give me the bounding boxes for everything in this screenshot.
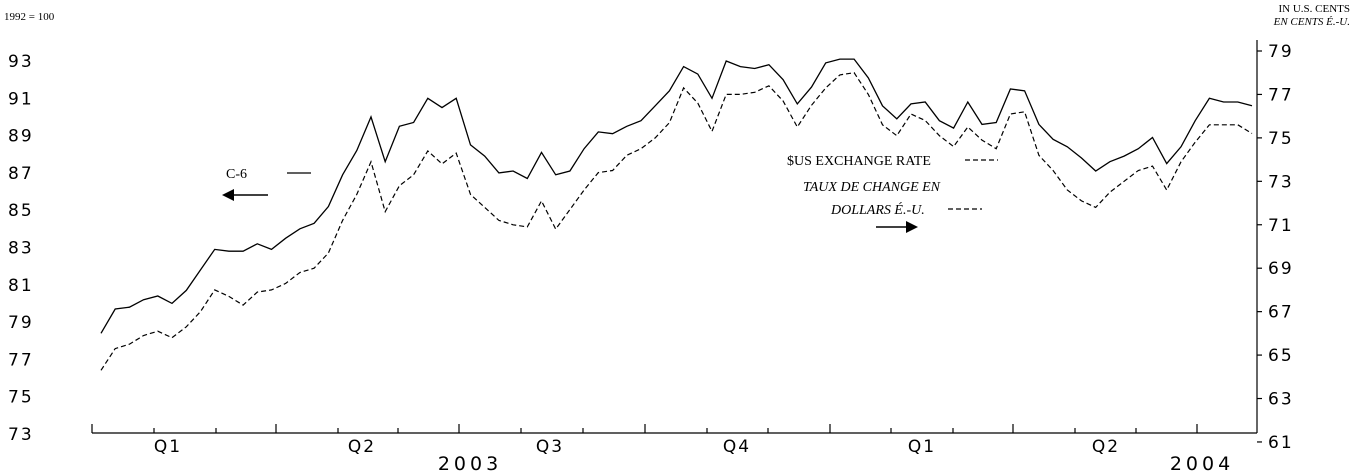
quarter-label-q1-2004: Q1	[908, 437, 936, 457]
right-tick-label: 63	[1268, 390, 1294, 410]
quarter-label-q4-2003: Q4	[723, 437, 751, 457]
year-label-2004: 2004	[1170, 453, 1234, 474]
x-axis-ticks	[91, 424, 1198, 433]
left-tick-label: 85	[8, 201, 34, 221]
left-tick-label: 87	[8, 164, 34, 184]
left-tick-label: 93	[8, 52, 34, 72]
left-tick-label: 77	[8, 350, 34, 370]
quarter-label-q2-2003: Q2	[348, 437, 376, 457]
right-tick-label: 73	[1268, 172, 1294, 192]
legend-label-c6: C-6	[226, 167, 247, 182]
right-tick-label: 75	[1268, 129, 1294, 149]
left-tick-labels: 93 91 89 87 85 83 81 79 77 75 73	[8, 52, 34, 445]
right-tick-label: 67	[1268, 303, 1294, 323]
right-tick-label: 61	[1268, 433, 1294, 453]
left-tick-label: 83	[8, 239, 34, 259]
right-tick-label: 65	[1268, 346, 1294, 366]
left-tick-label: 89	[8, 127, 34, 147]
left-tick-label: 81	[8, 276, 34, 296]
left-unit-label: 1992 = 100	[4, 11, 55, 23]
left-tick-label: 73	[8, 425, 34, 445]
right-arrow-icon	[906, 221, 918, 233]
legend-label-fr-line1: TAUX DE CHANGE EN	[803, 180, 941, 195]
right-tick-label: 71	[1268, 216, 1294, 236]
quarter-label-q1-2003: Q1	[154, 437, 182, 457]
right-unit-label-fr: EN CENTS É.-U.	[1273, 16, 1350, 28]
left-tick-label: 79	[8, 313, 34, 333]
left-arrow-icon	[222, 189, 234, 201]
right-tick-labels: 79 77 75 73 71 69 67 65 63 61	[1257, 42, 1294, 453]
series-line-us-exchange-rate	[100, 72, 1253, 371]
right-tick-label: 69	[1268, 259, 1294, 279]
legend-label-fr-line2: DOLLARS É.-U.	[830, 201, 925, 218]
quarter-label-q2-2004: Q2	[1092, 437, 1120, 457]
year-label-2003: 2003	[438, 453, 502, 474]
quarter-label-q3-2003: Q3	[536, 437, 564, 457]
left-tick-label: 91	[8, 89, 34, 109]
series-line-c6	[100, 58, 1253, 334]
right-tick-label: 77	[1268, 85, 1294, 105]
left-tick-label: 75	[8, 388, 34, 408]
right-tick-label: 79	[1268, 42, 1294, 62]
legend-label-us-exchange-rate: $US EXCHANGE RATE	[787, 154, 931, 169]
right-unit-label-en: IN U.S. CENTS	[1278, 3, 1350, 15]
